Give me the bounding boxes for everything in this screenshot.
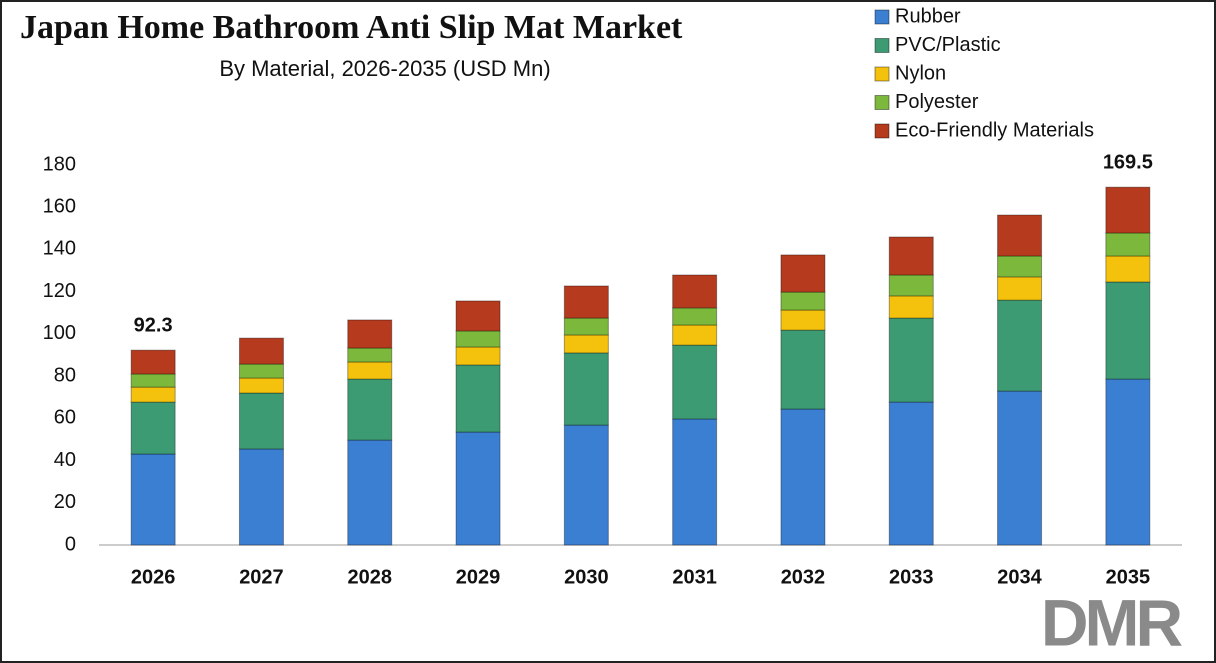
x-tick-label: 2035 <box>1106 566 1151 588</box>
bar-segment <box>1105 186 1151 234</box>
bar-segment <box>455 330 501 348</box>
legend-label: Rubber <box>895 5 961 27</box>
y-tick-label: 120 <box>43 280 76 302</box>
bar-segment <box>130 373 176 388</box>
bar-segment <box>780 254 826 293</box>
bar-segment <box>238 363 284 379</box>
bar-segment <box>1105 232 1151 257</box>
bar-segment <box>347 319 393 349</box>
bar-segment <box>1105 378 1151 546</box>
logo: DMR <box>1041 585 1183 659</box>
bar-segment <box>780 408 826 546</box>
bar-segment <box>888 295 934 319</box>
bar-segment <box>130 386 176 403</box>
bar-segment <box>888 317 934 403</box>
bar-segment <box>672 324 718 346</box>
legend-label: PVC/Plastic <box>895 34 1001 56</box>
chart-subtitle: By Material, 2026-2035 (USD Mn) <box>219 56 550 81</box>
bar-segment <box>563 334 609 354</box>
bar-segment <box>780 291 826 311</box>
bar-segment <box>672 274 718 309</box>
x-tick-label: 2029 <box>456 566 501 588</box>
bar-segment <box>238 392 284 450</box>
bar-segment <box>130 349 176 375</box>
bar-segment <box>1105 255 1151 283</box>
x-tick-label: 2028 <box>348 566 393 588</box>
bar-segment <box>1105 281 1151 380</box>
bar-segment <box>672 344 718 420</box>
bar-segment <box>997 390 1043 546</box>
y-tick-label: 80 <box>54 364 76 386</box>
bar-segment <box>997 255 1043 278</box>
legend-label: Polyester <box>895 91 979 113</box>
legend-label: Eco-Friendly Materials <box>895 119 1094 141</box>
bar-segment <box>563 285 609 319</box>
bar-segment <box>455 364 501 433</box>
legend-swatch <box>874 66 890 82</box>
bar-segment <box>563 424 609 546</box>
y-tick-label: 20 <box>54 491 76 513</box>
bar-segment <box>888 274 934 297</box>
x-tick-label: 2034 <box>997 566 1042 588</box>
bar-segment <box>238 448 284 546</box>
bar-segment <box>997 276 1043 301</box>
bar-segment <box>888 236 934 276</box>
bar-segment <box>563 352 609 426</box>
legend-swatch <box>874 9 890 25</box>
bar-segment <box>130 401 176 455</box>
y-tick-label: 40 <box>54 449 76 471</box>
legend-swatch <box>874 38 890 53</box>
bar-segment <box>455 431 501 546</box>
total-label: 169.5 <box>1103 151 1153 173</box>
y-tick-label: 140 <box>43 238 76 260</box>
bar-segment <box>997 214 1043 257</box>
bar-segment <box>780 329 826 410</box>
total-label: 92.3 <box>134 314 173 336</box>
x-tick-label: 2027 <box>239 566 284 588</box>
x-tick-label: 2032 <box>781 566 826 588</box>
x-tick-label: 2033 <box>889 566 934 588</box>
y-tick-label: 160 <box>43 196 76 218</box>
bar-segment <box>455 346 501 366</box>
y-tick-label: 0 <box>65 533 76 555</box>
bar-segment <box>780 309 826 331</box>
y-tick-label: 100 <box>43 322 76 344</box>
y-tick-label: 60 <box>54 407 76 429</box>
x-tick-label: 2026 <box>131 566 176 588</box>
bar-segment <box>130 453 176 546</box>
y-tick-label: 180 <box>43 153 76 175</box>
bar-segment <box>997 299 1043 392</box>
bar-segment <box>563 317 609 336</box>
bar-segment <box>238 377 284 394</box>
bar-segment <box>347 361 393 380</box>
bar-segment <box>347 439 393 546</box>
bar-segment <box>672 307 718 326</box>
bar-segment <box>347 378 393 441</box>
legend-label: Nylon <box>895 62 946 84</box>
x-tick-label: 2031 <box>672 566 717 588</box>
bar-segment <box>455 300 501 332</box>
bar-segment <box>888 401 934 546</box>
bar-segment <box>672 418 718 546</box>
bar-segment <box>238 337 284 365</box>
legend-swatch <box>874 123 890 139</box>
chart-title: Japan Home Bathroom Anti Slip Mat Market <box>20 9 683 46</box>
x-tick-label: 2030 <box>564 566 609 588</box>
legend-swatch <box>874 95 890 110</box>
bar-segment <box>347 347 393 363</box>
